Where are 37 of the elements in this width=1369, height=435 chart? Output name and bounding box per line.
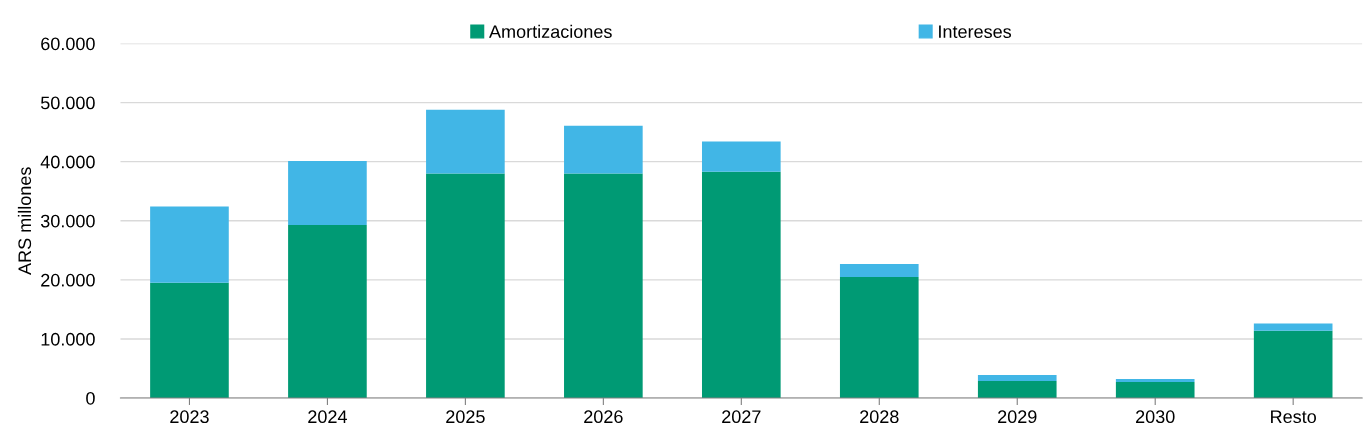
bar [1115, 379, 1195, 383]
x-tick-label: 2027 [722, 410, 761, 424]
bar [150, 282, 229, 399]
bar [288, 161, 367, 225]
bar [288, 224, 367, 399]
bar [839, 276, 919, 399]
legend-label: Amortizaciones [489, 24, 612, 39]
x-tick-label: 2023 [170, 410, 209, 424]
y-tick-label: 50.000 [40, 96, 95, 110]
bar [1253, 323, 1333, 331]
legend-label: Intereses [939, 25, 1012, 39]
x-tick-label: 2026 [584, 410, 623, 424]
x-tick-label: 2025 [446, 410, 485, 424]
bar [150, 206, 229, 283]
y-tick-label: 10.000 [41, 332, 95, 346]
bar [839, 263, 919, 277]
bar [977, 380, 1057, 399]
bar [1253, 330, 1333, 399]
bar [426, 109, 505, 174]
bar [564, 173, 643, 399]
x-tick-label: 2024 [308, 410, 347, 424]
x-tick-label: 2030 [1136, 410, 1175, 424]
y-axis-title: ARS millones [17, 167, 32, 275]
x-tick-label: 2029 [998, 410, 1037, 424]
x-tick-label: Resto [1271, 410, 1316, 424]
bar [1115, 382, 1195, 399]
y-tick-label: 60.000 [41, 37, 95, 51]
bar [977, 374, 1057, 381]
bar [426, 173, 505, 399]
bar [701, 141, 781, 172]
y-tick-label: 20.000 [41, 273, 95, 287]
y-tick-label: 30.000 [40, 214, 95, 228]
x-tick-label: 2028 [860, 410, 899, 424]
bar [564, 125, 643, 174]
y-tick-label: 0 [86, 391, 95, 405]
y-tick-label: 40.000 [40, 155, 95, 169]
bar [701, 171, 781, 399]
